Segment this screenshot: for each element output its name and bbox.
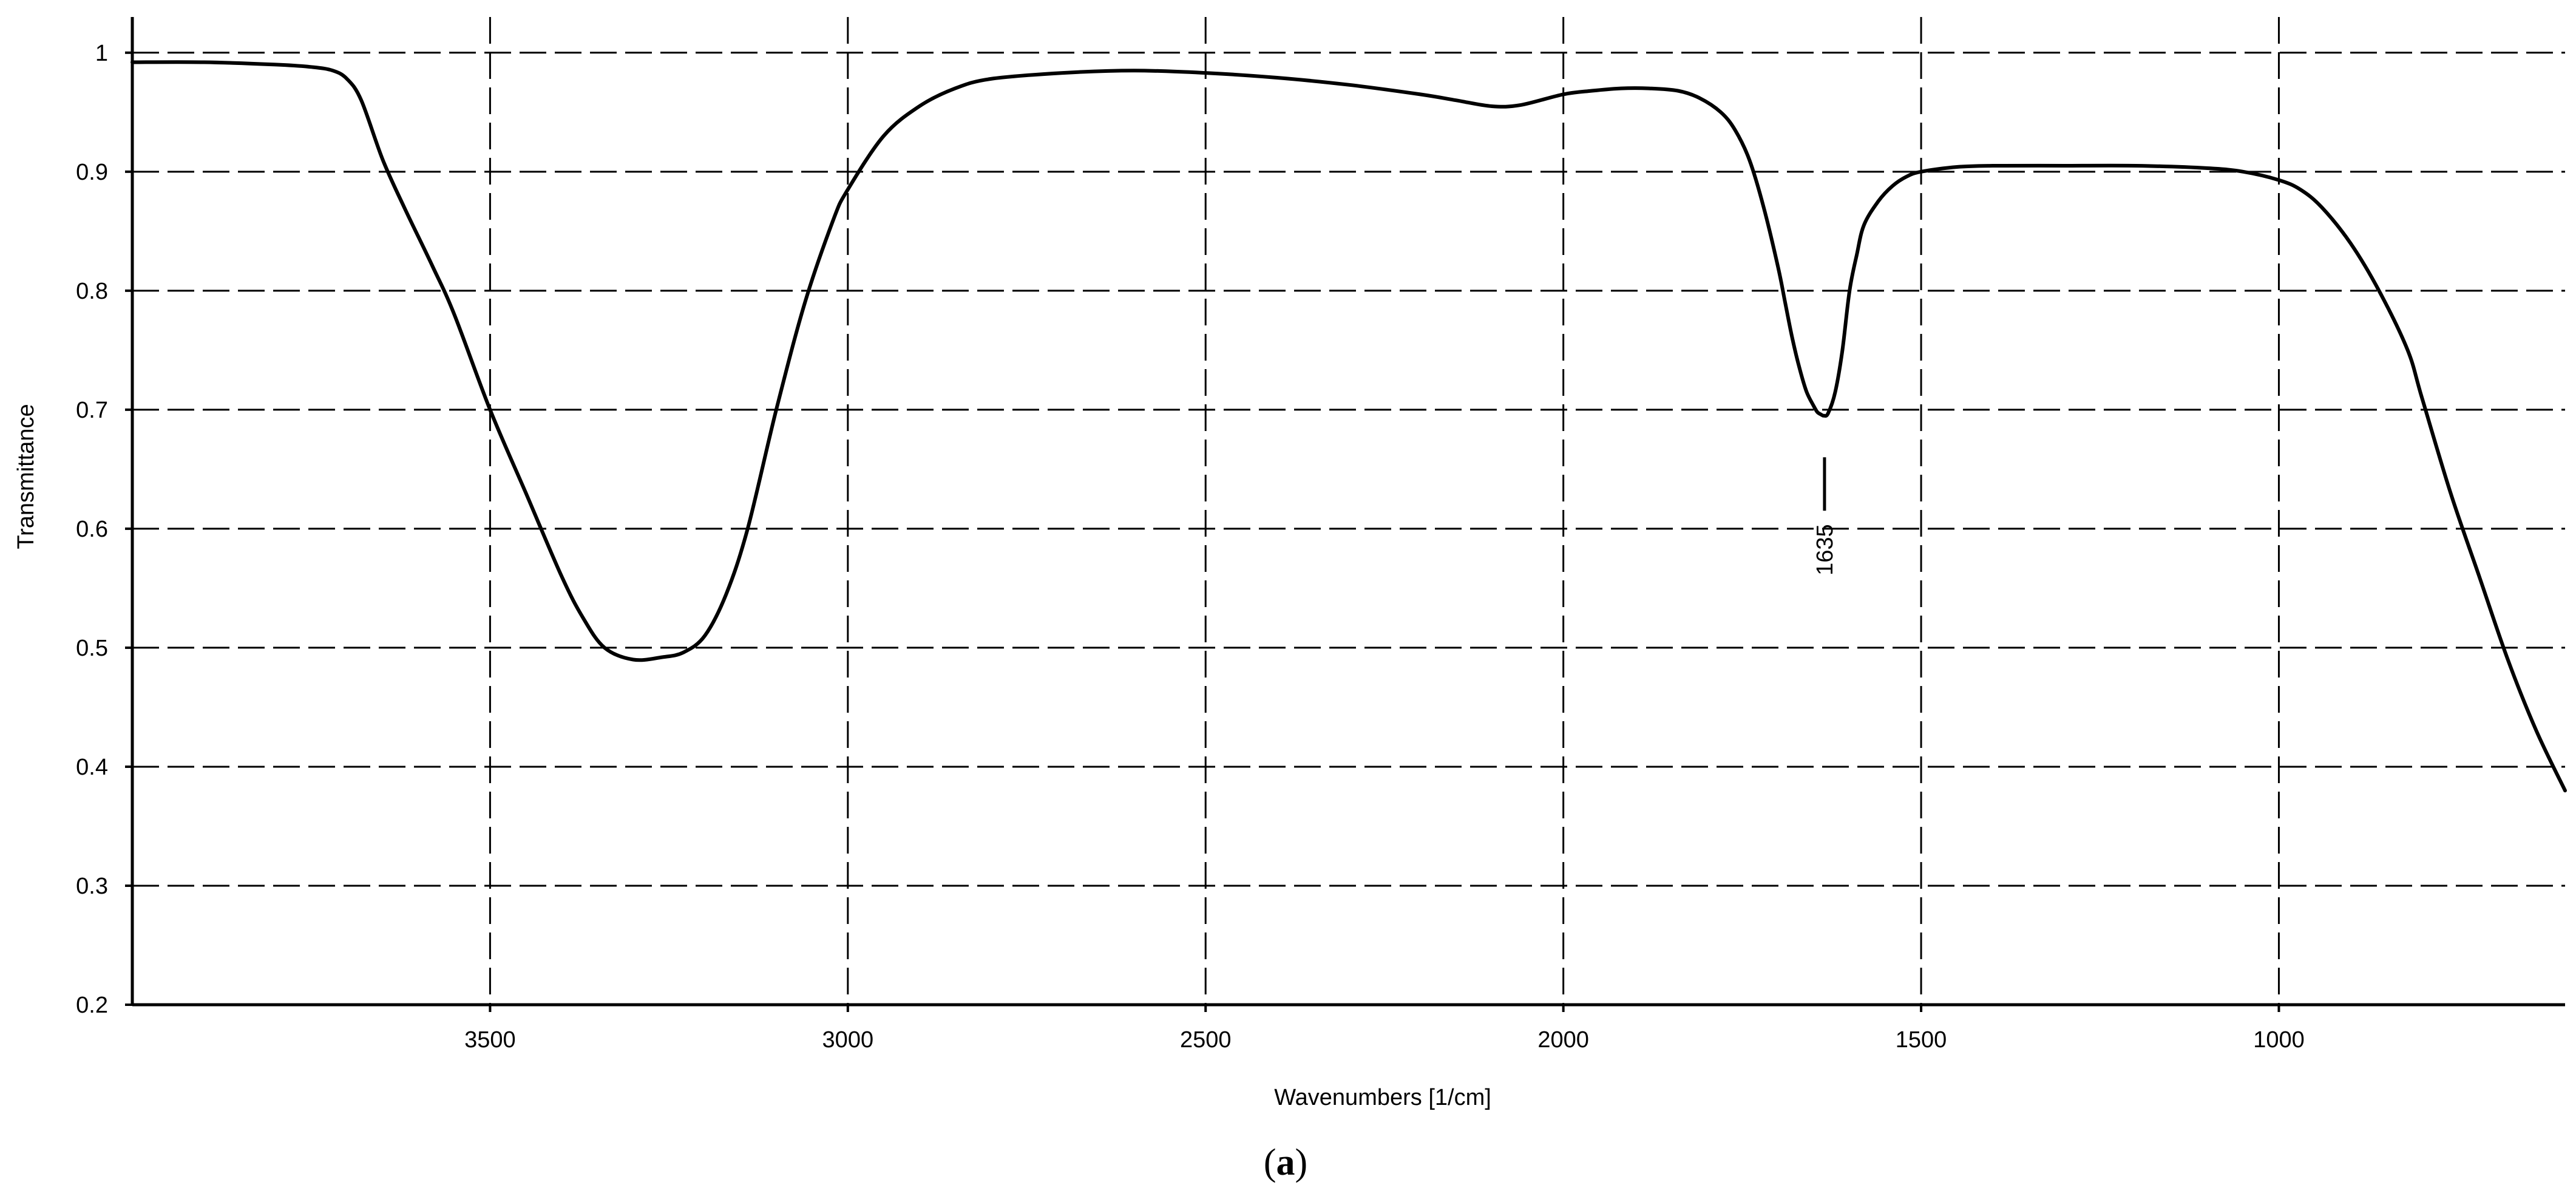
caption-close: )	[1295, 1142, 1308, 1183]
y-tick-label: 0.8	[76, 279, 108, 304]
x-tick-label: 3000	[822, 1027, 874, 1053]
x-axis-title: Wavenumbers [1/cm]	[1274, 1085, 1491, 1110]
y-tick-label: 1	[95, 41, 108, 66]
y-tick-label: 0.5	[76, 636, 108, 661]
y-tick-label: 0.4	[76, 755, 108, 780]
x-tick-label: 2500	[1180, 1027, 1232, 1053]
y-tick-label: 0.2	[76, 993, 108, 1018]
annotation-layer: 1635	[1812, 457, 1838, 576]
y-tick-label: 0.6	[76, 517, 108, 542]
y-axis-title: Transmittance	[13, 404, 39, 549]
x-tick-label: 1500	[1896, 1027, 1947, 1053]
figure-caption: (a)	[1264, 1142, 1307, 1183]
series-layer	[130, 60, 2567, 793]
x-tick-label: 3500	[464, 1027, 516, 1053]
x-tick-label: 1000	[2253, 1027, 2305, 1053]
caption-letter: a	[1276, 1142, 1295, 1183]
transmittance-series-line	[130, 60, 2567, 793]
y-tick-label: 0.3	[76, 874, 108, 899]
y-tick-label: 0.7	[76, 398, 108, 423]
caption-open: (	[1264, 1142, 1276, 1183]
y-tick-label: 0.9	[76, 160, 108, 185]
tick-labels: 0.2 0.3 0.4 0.5 0.6 0.7 0.8 0.9 1 3500 3000 2500 200…	[76, 41, 2305, 1053]
gridlines	[132, 17, 2565, 1005]
axes	[125, 17, 2565, 1012]
peak-label: 1635	[1812, 524, 1838, 576]
x-tick-label: 2000	[1537, 1027, 1589, 1053]
